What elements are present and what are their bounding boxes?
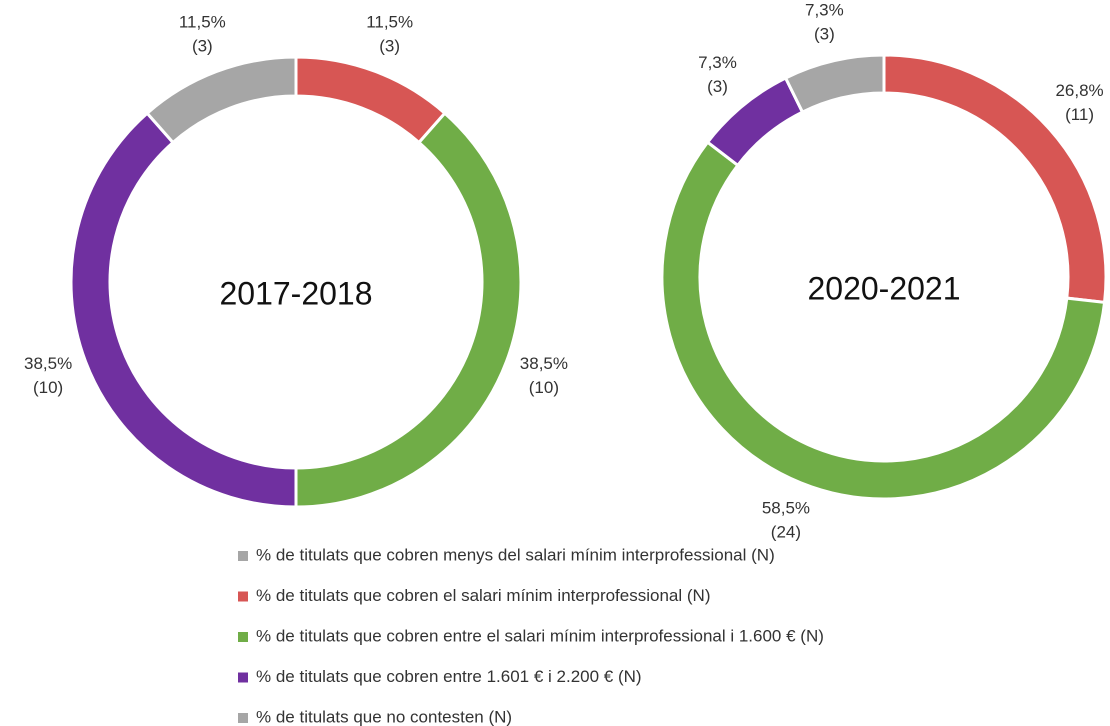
donut-slice <box>145 55 298 145</box>
legend-label: % de titulats que cobren entre 1.601 € i… <box>256 667 642 686</box>
value-label: 11,5% <box>366 13 413 32</box>
count-label: (11) <box>1065 105 1094 124</box>
legend-label: % de titulats que cobren menys del salar… <box>256 545 775 564</box>
legend-label: % de titulats que cobren el salari mínim… <box>256 586 710 605</box>
center-title: 2020-2021 <box>807 270 960 306</box>
count-label: (10) <box>529 378 559 397</box>
legend-swatch <box>238 672 248 683</box>
legend-swatch <box>238 713 248 723</box>
count-label: (3) <box>192 37 213 56</box>
donut-slice <box>294 55 447 145</box>
legend-swatch <box>238 551 248 561</box>
value-label: 11,5% <box>179 13 226 32</box>
value-label: 38,5% <box>520 354 568 373</box>
donut-slice <box>783 53 886 115</box>
value-label: 7,3% <box>805 0 844 19</box>
value-label: 58,5% <box>762 498 810 517</box>
count-label: (24) <box>771 522 801 541</box>
legend-label: % de titulats que no contesten (N) <box>256 707 512 726</box>
legend-swatch <box>238 591 248 602</box>
value-label: 7,3% <box>698 53 737 72</box>
value-label: 38,5% <box>24 354 72 373</box>
count-label: (3) <box>707 77 728 96</box>
value-label: 26,8% <box>1055 81 1103 100</box>
legend-swatch <box>238 632 248 642</box>
count-label: (10) <box>33 378 63 397</box>
count-label: (3) <box>814 24 835 43</box>
legend-label: % de titulats que cobren entre el salari… <box>256 626 824 645</box>
donut-slice <box>660 140 1107 501</box>
center-title: 2017-2018 <box>219 275 372 311</box>
count-label: (3) <box>379 37 400 56</box>
